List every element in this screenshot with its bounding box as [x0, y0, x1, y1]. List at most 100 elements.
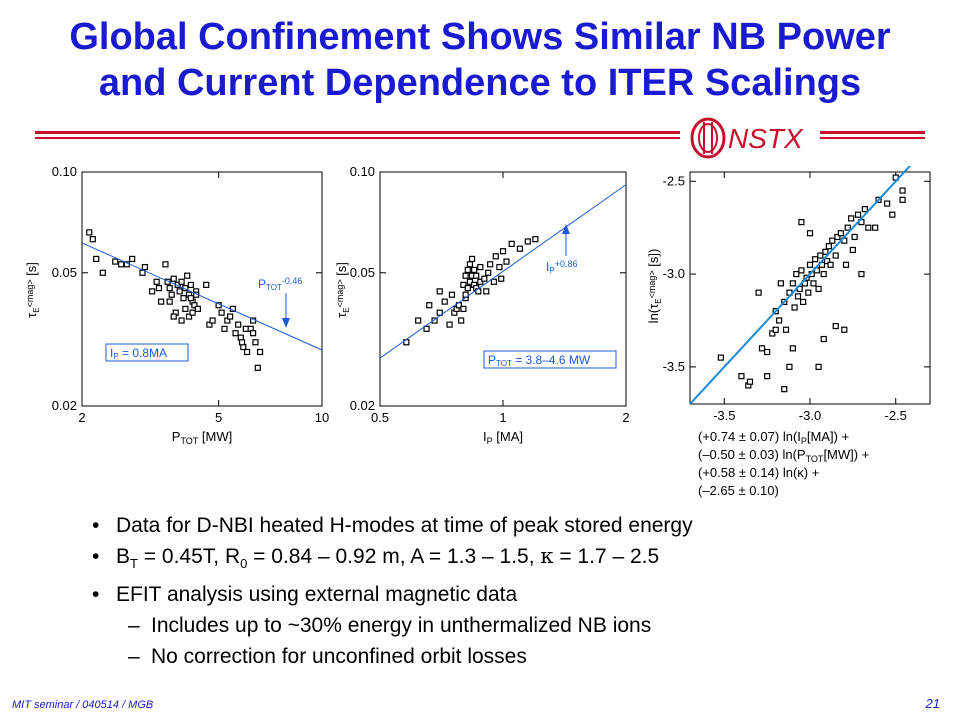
c2-xtick-label: 0.5: [371, 410, 389, 425]
title-rule-left-top: [35, 131, 680, 134]
page-number: 21: [925, 696, 940, 711]
data-point: [162, 261, 169, 268]
data-point: [858, 270, 865, 278]
data-point: [227, 313, 234, 320]
svg-text:(+0.74 ± 0.07) ln(IP[MA]) +: (+0.74 ± 0.07) ln(IP[MA]) +: [698, 429, 849, 446]
data-point: [776, 317, 783, 324]
data-point: [468, 255, 476, 263]
c2-xtick-label: 2: [622, 410, 629, 425]
data-point: [884, 200, 891, 207]
c1-ytick-label: 0.02: [52, 398, 77, 413]
data-point: [477, 263, 484, 271]
c1-ytick-label: 0.10: [52, 164, 77, 179]
data-point: [182, 305, 189, 313]
data-point: [180, 295, 187, 302]
data-point: [834, 233, 841, 241]
data-point: [786, 363, 793, 370]
data-point: [464, 284, 471, 292]
data-point: [899, 187, 906, 194]
chart-regression-xlabel: (+0.74 ± 0.07) ln(IP[MA]) + (–0.50 ± 0.0…: [698, 429, 869, 498]
data-point: [810, 280, 817, 287]
svg-text:τE<mag> [s]: τE<mag> [s]: [334, 262, 351, 318]
data-point: [460, 281, 467, 289]
chart-regression-ylabel: ln(τE<mag> [s]): [646, 249, 663, 324]
data-point: [426, 302, 433, 309]
data-point: [806, 261, 814, 268]
data-point: [824, 257, 831, 265]
c1-xtick-label: 5: [215, 410, 222, 425]
data-point: [848, 215, 855, 222]
data-point: [782, 326, 790, 333]
chart-ip-box: [483, 350, 617, 369]
data-point: [153, 278, 160, 285]
logo-text: NSTX: [728, 123, 804, 154]
chart-ip-ylabel: τE<mag> [s]: [334, 262, 351, 318]
data-point: [441, 298, 448, 305]
data-point: [490, 278, 497, 285]
chart-ptot: τE<mag> [s] 2 5 10 0.02 0.05 0.10 PTOT-0.46 I…: [24, 164, 329, 446]
data-point: [503, 258, 510, 265]
data-point: [492, 253, 499, 260]
title-line-1: Global Confinement Shows Similar NB Powe…: [69, 16, 891, 58]
data-point: [206, 321, 213, 328]
data-point: [148, 288, 156, 295]
data-point: [820, 270, 827, 278]
data-point: [516, 245, 524, 252]
chart-ip-frame: [379, 171, 627, 407]
c2-xtick-label: 1: [499, 410, 506, 425]
data-point: [462, 272, 469, 279]
data-point: [112, 258, 119, 265]
c3-xtick-label: -3.5: [713, 408, 735, 423]
data-point: [820, 335, 827, 343]
footer-text: MIT seminar / 040514 / MGB: [12, 699, 154, 711]
svg-text:(+0.58 ± 0.14) ln(κ) +: (+0.58 ± 0.14) ln(κ) +: [698, 465, 819, 480]
data-point: [829, 237, 836, 244]
chart-ip-fit-line: [379, 184, 627, 359]
data-point: [865, 224, 872, 231]
data-point: [243, 348, 251, 356]
data-point: [772, 326, 779, 333]
svg-text:(–0.50 ± 0.03) ln(PTOT[MW]) +: (–0.50 ± 0.03) ln(PTOT[MW]) +: [698, 447, 869, 464]
data-point: [238, 339, 246, 346]
chart-ip-fit-arrowhead: [562, 224, 570, 234]
data-point: [415, 317, 422, 324]
bullet-list: Data for D-NBI heated H-modes at time of…: [86, 510, 936, 672]
title-rule-right-top: [820, 131, 925, 134]
data-point: [203, 281, 210, 289]
data-point: [524, 238, 531, 245]
data-point: [458, 317, 465, 324]
data-point: [448, 291, 456, 298]
data-point: [93, 255, 100, 263]
data-point: [764, 348, 771, 356]
data-point: [793, 270, 800, 278]
data-point: [221, 325, 228, 332]
bullet-2: BT = 0.45T, R0 = 0.84 – 0.92 m, A = 1.3 …: [86, 541, 936, 579]
data-point: [872, 224, 879, 231]
data-point: [178, 317, 185, 324]
data-point: [252, 339, 259, 346]
data-point: [815, 285, 822, 293]
data-point: [832, 252, 839, 259]
data-point: [166, 284, 173, 292]
data-point: [436, 309, 443, 316]
c1-ytick-label: 0.05: [52, 265, 77, 280]
data-point: [129, 255, 136, 263]
data-point: [466, 261, 474, 268]
data-point: [827, 261, 834, 268]
data-point: [464, 266, 471, 273]
data-point: [794, 293, 802, 300]
chart-regression: ln(τE<mag> [s]) -3.5 -3.0 -2.5 -2.5 -3.0 -3.5…: [646, 166, 931, 498]
chart-ip-xlabel: IP [MA]: [483, 429, 523, 446]
data-point: [791, 304, 798, 311]
data-point: [99, 269, 106, 276]
data-point: [806, 230, 814, 237]
data-point: [789, 345, 796, 352]
data-point: [854, 211, 862, 218]
c2-ytick-label: 0.05: [350, 265, 375, 280]
data-point: [758, 345, 766, 352]
data-point: [170, 275, 177, 282]
c3-ytick-label: -2.5: [663, 173, 685, 188]
data-point: [446, 321, 453, 328]
data-point: [832, 322, 839, 330]
data-point: [471, 266, 478, 273]
